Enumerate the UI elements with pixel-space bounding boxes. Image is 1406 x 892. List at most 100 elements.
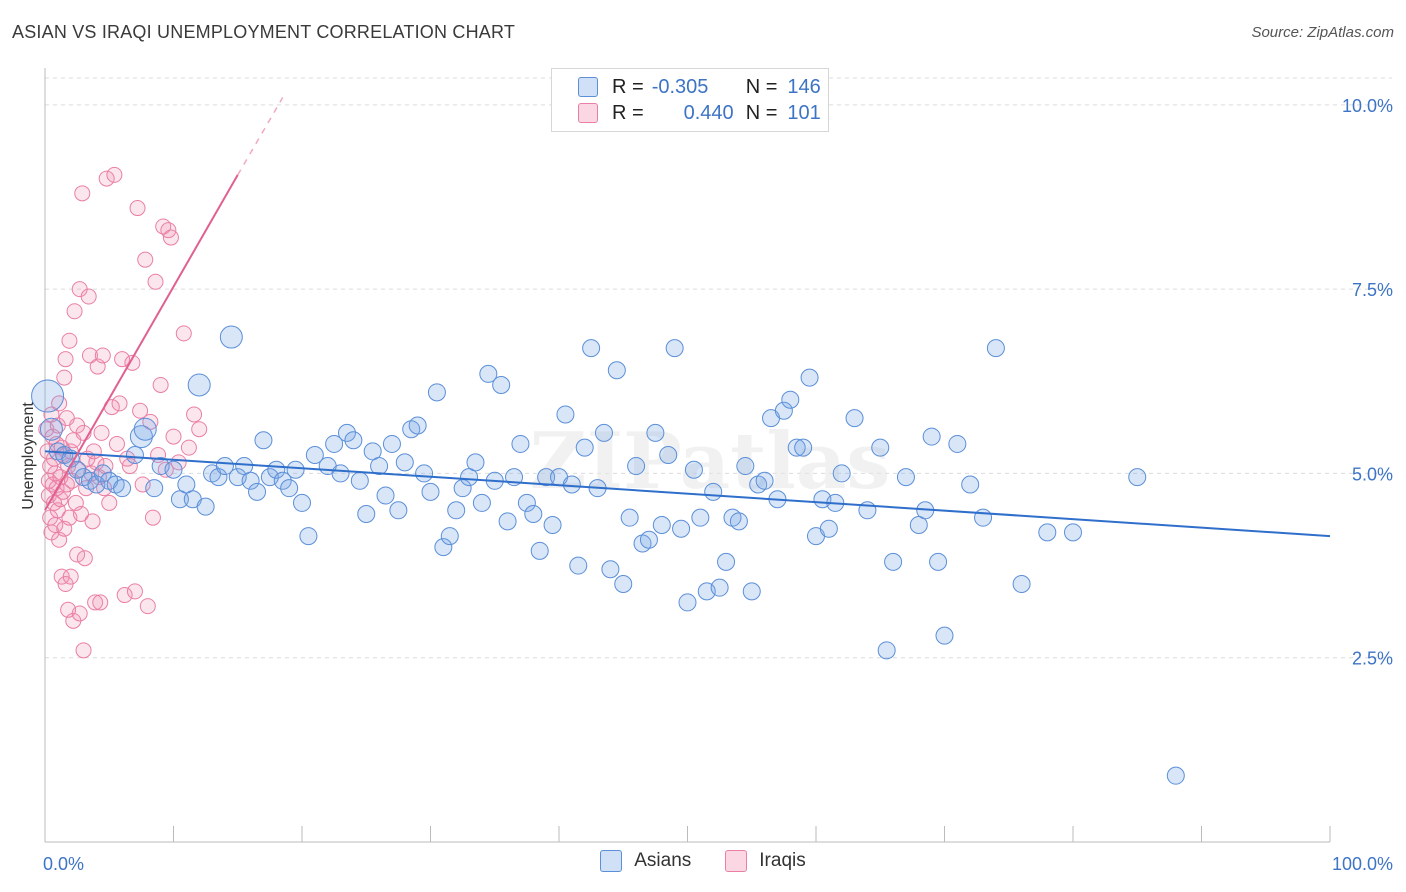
asian-point (447, 501, 466, 520)
iraqi-point (191, 421, 208, 438)
asian-point (672, 519, 691, 538)
asian-point (389, 501, 408, 520)
legend-item-asians[interactable]: Asians (600, 850, 691, 872)
asian-point (948, 434, 967, 453)
asian-point (472, 493, 491, 512)
iraqi-point (147, 273, 164, 290)
asian-point (684, 460, 703, 479)
asian-point (511, 434, 530, 453)
iraqi-point (106, 166, 123, 183)
asian-point (787, 438, 806, 457)
asian-point (691, 508, 710, 527)
asian-point (382, 434, 401, 453)
asian-point (974, 508, 993, 527)
iraqi-point (71, 605, 88, 622)
asian-point (1166, 766, 1185, 785)
iraqi-point (93, 424, 110, 441)
asian-point (248, 482, 267, 501)
y-tick-label: 7.5% (1352, 280, 1393, 300)
iraqi-point (144, 509, 161, 526)
iraqi-point (98, 170, 115, 187)
asian-point (215, 457, 234, 476)
correlation-legend: R = -0.305 N = 146 R = 0.440 N = 101 (551, 68, 829, 132)
asian-series (31, 325, 1185, 785)
asian-point (935, 626, 954, 645)
asian-point (492, 375, 511, 394)
asian-point (986, 339, 1005, 358)
asian-point (774, 401, 793, 420)
asian-point (133, 417, 157, 441)
iraqi-point (72, 505, 89, 522)
asian-point (331, 464, 350, 483)
asian-point (871, 438, 890, 457)
asian-point (517, 493, 536, 512)
asian-point (845, 409, 864, 428)
asian-point (305, 446, 324, 464)
iraqi-point (101, 494, 118, 511)
source-label: Source: ZipAtlas.com (1251, 24, 1394, 41)
asian-point (479, 364, 498, 383)
asian-point (187, 373, 211, 397)
iraqis-swatch (725, 850, 748, 872)
iraqi-point (186, 406, 203, 423)
n-value: 101 (787, 101, 821, 124)
grid-lines (45, 77, 1392, 659)
asian-point (794, 438, 813, 457)
asian-point (254, 431, 273, 450)
asian-point (164, 460, 183, 479)
asian-trend-line (44, 450, 1331, 538)
asian-point (31, 379, 65, 413)
asian-point (562, 475, 581, 494)
n-value: 146 (787, 75, 821, 98)
legend-label-asians: Asians (634, 850, 692, 871)
iraqi-point (108, 435, 125, 452)
asian-point (408, 416, 427, 435)
asian-point (209, 468, 228, 487)
asian-point (929, 552, 948, 571)
asian-point (781, 390, 800, 409)
asian-point (325, 434, 344, 453)
asian-point (884, 552, 903, 571)
iraqi-point (57, 351, 74, 368)
asian-point (710, 578, 729, 597)
y-axis-label: Unemployment (20, 402, 37, 510)
asian-point (575, 438, 594, 457)
x-tick-label: 100.0% (1332, 854, 1393, 874)
iraqi-point (180, 439, 197, 456)
asian-point (395, 453, 414, 472)
legend-item-iraqis[interactable]: Iraqis (725, 850, 806, 872)
r-value: 0.440 (683, 101, 734, 124)
asian-point (601, 560, 620, 579)
n-label: N = (745, 101, 778, 124)
asian-point (594, 423, 613, 442)
y-tick-label: 5.0% (1352, 464, 1393, 484)
asian-point (537, 468, 556, 487)
y-tick-label: 10.0% (1342, 96, 1393, 116)
iraqi-point (175, 325, 192, 342)
asian-point (896, 468, 915, 487)
asian-point (93, 464, 112, 483)
asian-point (286, 460, 305, 479)
y-tick-label: 2.5% (1352, 649, 1393, 669)
asian-point (832, 464, 851, 483)
asian-point (293, 493, 311, 512)
r-value: -0.305 (651, 75, 709, 98)
asian-point (729, 512, 748, 531)
asian-point (241, 471, 260, 490)
asian-point (704, 482, 723, 501)
iraqi-point (92, 594, 109, 611)
asian-point (145, 479, 164, 498)
iraqi-point (66, 303, 83, 320)
iraqi-point (152, 376, 169, 393)
asian-point (530, 541, 549, 560)
iraqi-point (137, 251, 154, 268)
asian-point (524, 504, 543, 523)
tick-labels: 2.5% 5.0% 7.5% 10.0% 0.0% 100.0% (43, 96, 1393, 874)
asian-point (620, 508, 639, 527)
iraqi-point (61, 332, 78, 349)
asian-point (273, 471, 292, 490)
asian-point (350, 471, 369, 490)
asian-point (434, 538, 453, 557)
axes (44, 68, 1331, 843)
asian-point (357, 504, 376, 523)
